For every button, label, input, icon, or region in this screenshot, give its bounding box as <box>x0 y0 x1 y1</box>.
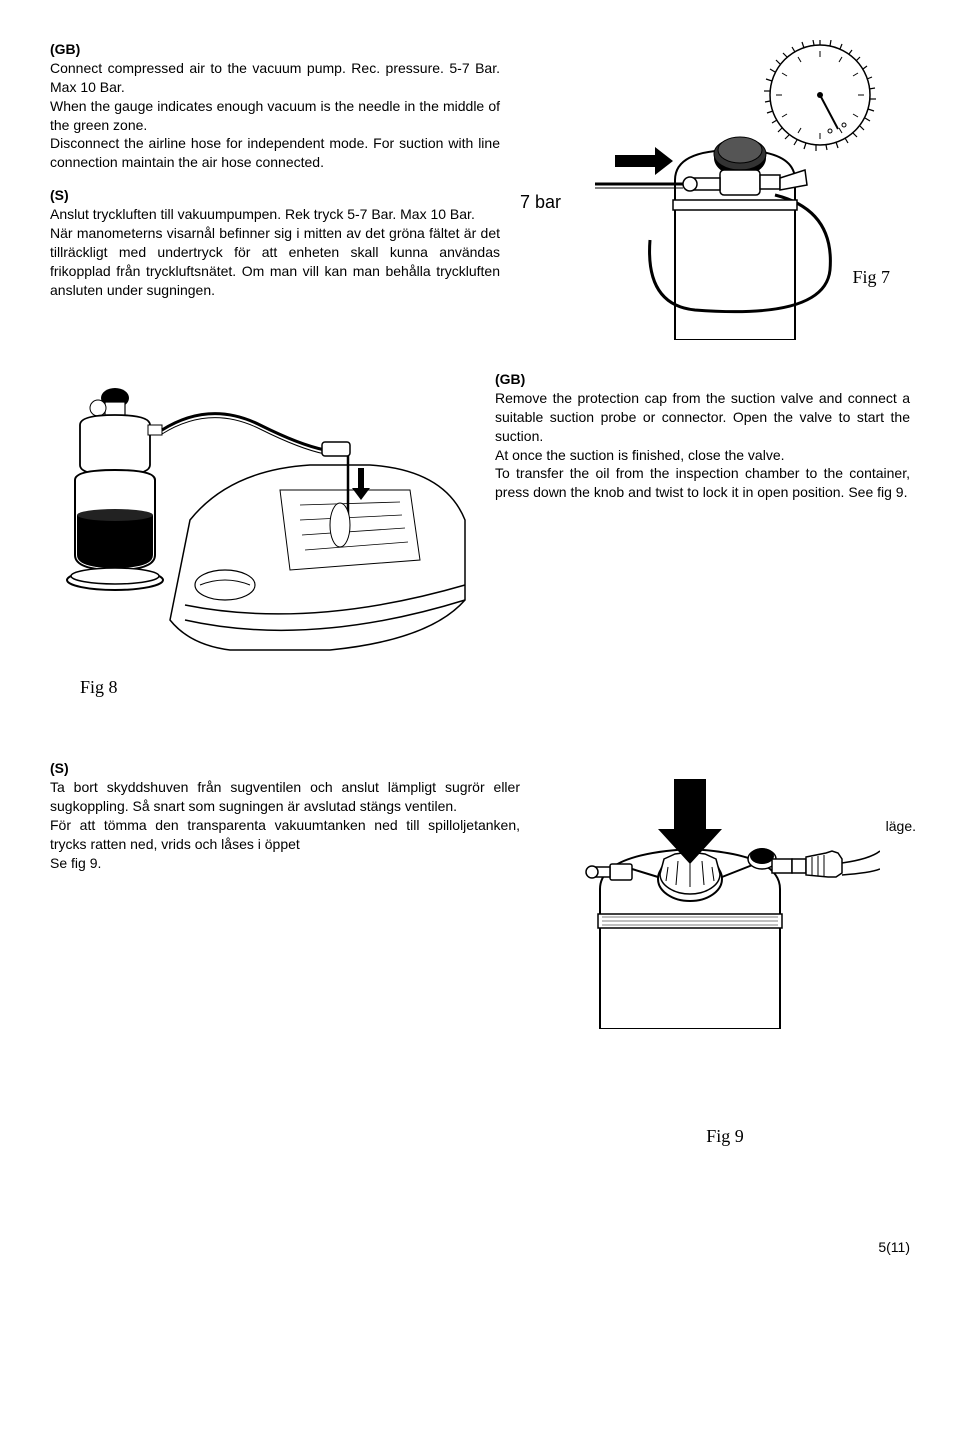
s-text-1: Anslut tryckluften till vakuumpumpen. Re… <box>50 205 500 299</box>
pressure-label: 7 bar <box>520 190 561 214</box>
gb-label-1: (GB) <box>50 40 500 59</box>
fig9-diagram <box>540 759 880 1029</box>
s-text-3a: Ta bort skyddshuven från sugventilen och… <box>50 778 520 816</box>
fig9-caption: Fig 9 <box>540 1124 910 1148</box>
figure-7: 7 bar Fig 7 <box>520 40 910 340</box>
s-text-3b: För att tömma den transparenta vakuumtan… <box>50 817 520 852</box>
fig8-caption: Fig 8 <box>80 675 470 699</box>
fig8-diagram <box>50 370 470 660</box>
page-number: 5(11) <box>50 1238 910 1257</box>
gb-text-2: Remove the protection cap from the sucti… <box>495 389 910 502</box>
s-text-3c: läge. <box>882 818 916 834</box>
s-label-3: (S) <box>50 759 520 778</box>
fig7-diagram <box>575 40 895 340</box>
gb-label-2: (GB) <box>495 370 910 389</box>
s-label-1: (S) <box>50 186 500 205</box>
s-text-3d: Se fig 9. <box>50 854 520 873</box>
gb-text-1: Connect compressed air to the vacuum pum… <box>50 59 500 172</box>
